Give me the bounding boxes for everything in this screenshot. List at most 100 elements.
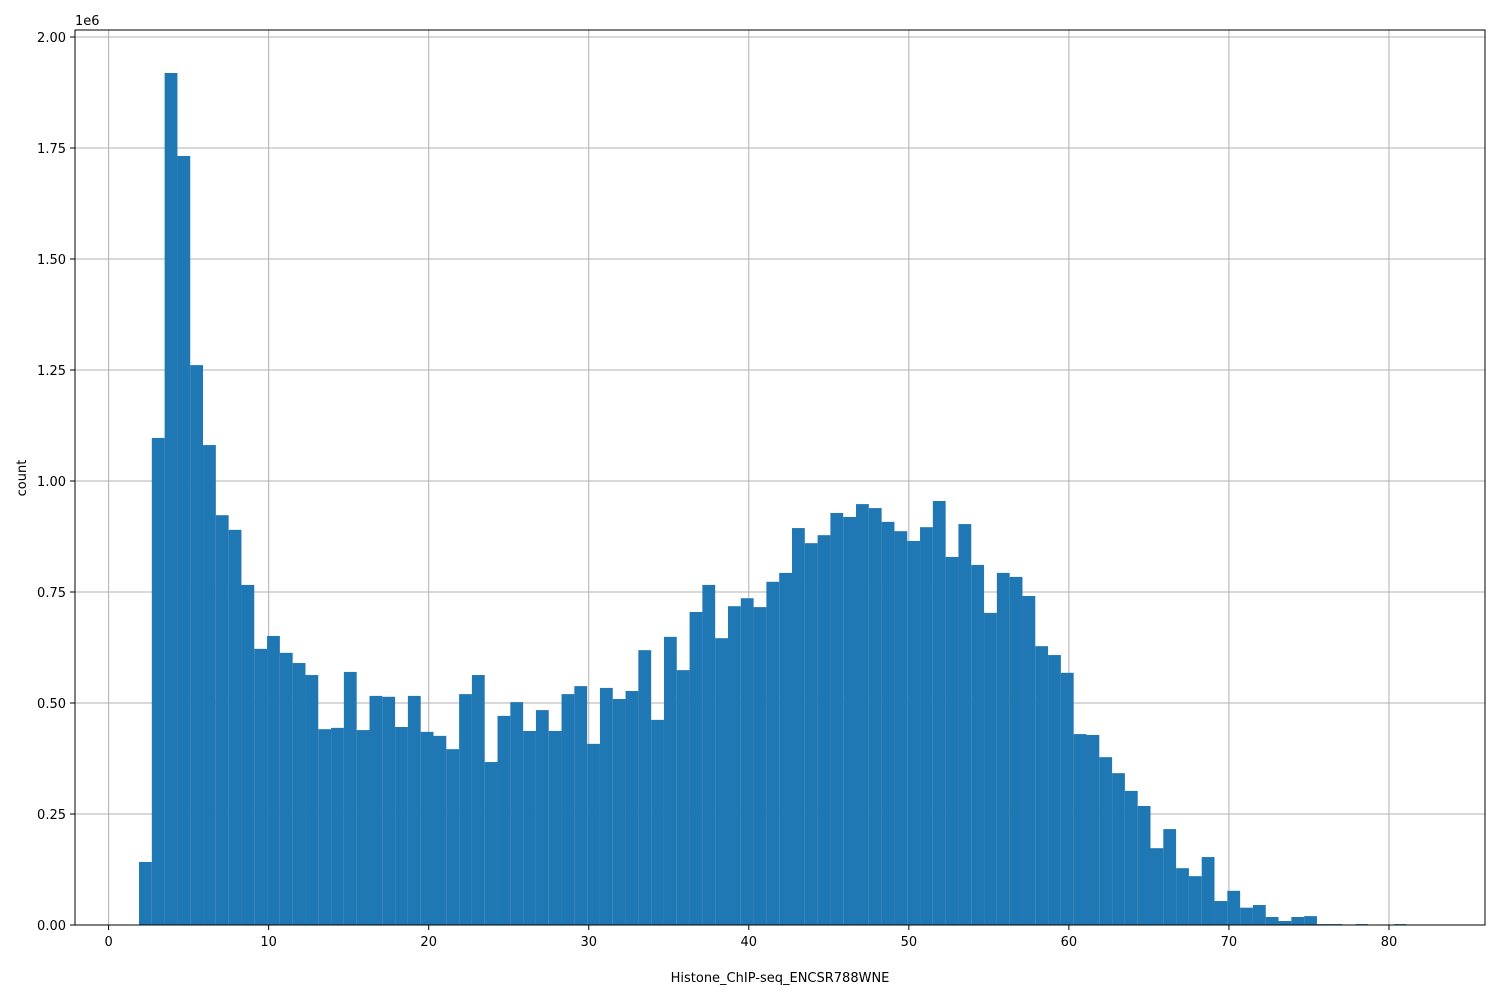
bar bbox=[177, 156, 191, 925]
bar bbox=[535, 710, 549, 925]
bar bbox=[356, 730, 370, 925]
bar bbox=[651, 719, 664, 925]
bar bbox=[1188, 876, 1202, 925]
bar bbox=[1099, 757, 1113, 925]
bar bbox=[663, 636, 677, 925]
bar bbox=[446, 749, 460, 925]
bar bbox=[395, 726, 408, 925]
bar bbox=[305, 675, 319, 925]
y-tick-label: 1.50 bbox=[37, 253, 66, 268]
bar bbox=[279, 652, 293, 925]
x-tick-label: 70 bbox=[1221, 935, 1238, 950]
bar bbox=[958, 524, 972, 925]
bar bbox=[868, 508, 882, 925]
bar bbox=[804, 543, 818, 925]
x-tick-label: 10 bbox=[260, 935, 277, 950]
bar bbox=[881, 521, 895, 925]
bar bbox=[574, 686, 588, 925]
bar bbox=[715, 638, 728, 925]
bar bbox=[164, 72, 178, 926]
bar bbox=[1009, 576, 1023, 925]
bar bbox=[497, 715, 511, 925]
bar bbox=[638, 650, 652, 925]
x-tick-label: 60 bbox=[1061, 935, 1078, 950]
bar bbox=[267, 635, 280, 925]
bar bbox=[420, 731, 434, 925]
y-offset-label: 1e6 bbox=[75, 14, 100, 29]
bar bbox=[740, 598, 754, 925]
bar bbox=[1304, 916, 1317, 925]
bar bbox=[792, 528, 805, 925]
bar bbox=[907, 540, 921, 925]
bar bbox=[984, 612, 997, 925]
y-tick-label: 2.00 bbox=[37, 31, 66, 46]
bar bbox=[843, 516, 857, 925]
bar bbox=[587, 743, 600, 925]
bar bbox=[1137, 806, 1151, 925]
bar bbox=[753, 607, 767, 925]
bar bbox=[318, 729, 332, 925]
x-tick-label: 50 bbox=[901, 935, 918, 950]
bar bbox=[459, 694, 472, 925]
bar bbox=[1163, 829, 1177, 925]
bar bbox=[484, 762, 498, 925]
bar bbox=[254, 648, 268, 925]
bar bbox=[523, 730, 536, 925]
bar bbox=[292, 663, 306, 925]
bar bbox=[689, 611, 703, 925]
bar bbox=[1073, 734, 1087, 925]
bar bbox=[1060, 672, 1074, 925]
bar bbox=[510, 702, 524, 925]
bar bbox=[945, 556, 959, 925]
bar bbox=[1214, 901, 1228, 925]
bar bbox=[203, 445, 216, 925]
bar bbox=[407, 695, 421, 925]
bar bbox=[856, 504, 869, 925]
bar bbox=[215, 515, 229, 925]
bar bbox=[702, 584, 716, 925]
bar bbox=[1022, 596, 1036, 925]
bar bbox=[599, 687, 613, 925]
bar bbox=[1201, 857, 1215, 925]
y-tick-label: 0.50 bbox=[37, 697, 66, 712]
bar bbox=[830, 512, 844, 925]
bar bbox=[766, 581, 780, 925]
y-tick-label: 0.00 bbox=[37, 919, 66, 934]
bar bbox=[1086, 734, 1100, 925]
x-tick-label: 0 bbox=[104, 935, 112, 950]
bar bbox=[1227, 890, 1241, 925]
bar bbox=[894, 531, 908, 925]
y-tick-label: 1.25 bbox=[37, 364, 66, 379]
bar bbox=[1150, 848, 1164, 925]
bar bbox=[1240, 907, 1253, 925]
y-axis-label: count bbox=[15, 460, 30, 497]
bar bbox=[433, 735, 447, 925]
bar bbox=[625, 691, 639, 925]
bar bbox=[727, 606, 741, 925]
y-tick-label: 0.75 bbox=[37, 586, 66, 601]
bar bbox=[228, 529, 242, 925]
bar bbox=[1124, 790, 1138, 925]
bar bbox=[382, 696, 396, 925]
bar bbox=[151, 437, 165, 925]
bar bbox=[548, 730, 562, 925]
bar bbox=[932, 500, 946, 925]
x-axis-label: Histone_ChIP-seq_ENCSR788WNE bbox=[671, 971, 890, 986]
bar bbox=[561, 694, 575, 925]
ticks: 0 10 20 30 40 50 60 70 80 0.00 0.25 0.50 0.75 1.00 1.2… bbox=[37, 31, 1397, 950]
bar bbox=[1252, 905, 1266, 925]
bars bbox=[139, 72, 1420, 926]
y-tick-label: 1.75 bbox=[37, 142, 66, 157]
axes-frame bbox=[74, 29, 1486, 926]
bar bbox=[139, 861, 152, 925]
bar bbox=[1035, 646, 1049, 925]
bar bbox=[369, 695, 383, 925]
bar bbox=[920, 527, 933, 925]
bar bbox=[190, 365, 204, 926]
y-tick-label: 0.25 bbox=[37, 808, 66, 823]
y-tick-label: 1.00 bbox=[37, 475, 66, 490]
x-tick-label: 80 bbox=[1381, 935, 1398, 950]
bar bbox=[241, 584, 255, 925]
bar bbox=[1112, 773, 1125, 925]
